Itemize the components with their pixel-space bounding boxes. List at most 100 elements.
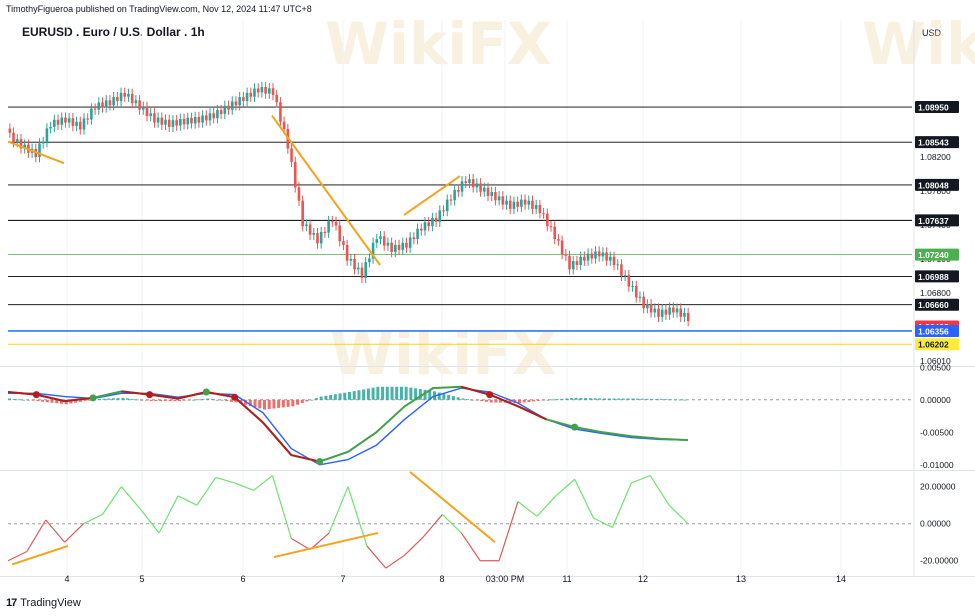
macd-histogram-bar	[603, 398, 606, 400]
macd-cross-marker	[202, 388, 210, 396]
candle-body	[60, 117, 64, 125]
candle-body	[583, 256, 586, 261]
trendline	[7, 140, 65, 165]
price-level-label: 1.08950	[918, 103, 949, 113]
oscillator-segment	[196, 477, 217, 506]
candle-body	[338, 225, 342, 242]
macd-histogram-bar	[159, 399, 163, 402]
candle-body	[334, 221, 338, 226]
candle-body	[145, 106, 149, 117]
candle-body	[586, 253, 590, 261]
macd-bear-segment	[489, 393, 519, 408]
macd-histogram-bar	[305, 399, 309, 402]
candle-body	[349, 258, 353, 261]
candle-body	[190, 117, 193, 124]
macd-tick-label: -0.01000	[920, 460, 954, 470]
candle-body	[175, 120, 178, 126]
macd-histogram-bar	[522, 399, 526, 403]
oscillator-segment	[536, 495, 557, 517]
macd-cross-marker	[146, 391, 154, 399]
macd-histogram-bar	[437, 392, 441, 400]
macd-histogram-bar	[376, 386, 380, 400]
macd-histogram-bar	[447, 394, 451, 400]
candle-body	[675, 308, 679, 313]
candle-body	[75, 121, 78, 127]
candle-body	[56, 119, 60, 125]
candle-body	[394, 244, 397, 253]
candle-body	[312, 233, 316, 235]
macd-histogram-bar	[45, 399, 49, 403]
price-tick-label: 1.07800	[920, 186, 951, 196]
macd-histogram-bar	[475, 399, 479, 401]
macd-histogram-bar	[584, 398, 588, 400]
macd-histogram-bar	[130, 398, 134, 400]
candle-body	[634, 285, 638, 298]
time-axis[interactable]: 4 5 6 7 8 03:00 PM 11 12 13 14	[64, 574, 846, 584]
candle-body	[245, 92, 249, 101]
macd-histogram-bar	[206, 398, 210, 400]
macd-histogram-bar	[489, 399, 493, 403]
macd-histogram-bar	[654, 399, 658, 400]
candle-body	[542, 213, 545, 215]
macd-histogram-bar	[588, 398, 592, 400]
price-level-badge	[915, 214, 959, 227]
candle-body	[141, 106, 145, 110]
macd-histogram-bar	[546, 399, 550, 401]
macd-histogram-bar	[69, 399, 73, 404]
macd-histogram-bar	[508, 399, 512, 403]
candle-body	[212, 113, 216, 119]
candle-body	[601, 252, 605, 257]
candle-body	[219, 110, 223, 114]
macd-histogram-bar	[258, 399, 262, 409]
macd-cross-marker	[89, 394, 97, 402]
candle-body	[609, 256, 612, 261]
price-level-badge	[915, 338, 959, 351]
candle-body	[612, 256, 616, 266]
oscillator-segment	[177, 495, 198, 506]
macd-bear-segment	[461, 385, 490, 396]
candle-body	[193, 116, 197, 124]
osc-tick-label: -20.00000	[920, 556, 959, 566]
candle-body	[486, 187, 490, 196]
oscillator-segment	[649, 475, 670, 506]
macd-histogram-bar	[626, 398, 630, 400]
macd-histogram-bar	[456, 397, 460, 400]
macd-histogram-bar	[286, 399, 290, 407]
macd-histogram-bar	[617, 398, 621, 400]
macd-histogram-bar	[314, 398, 318, 400]
candle-body	[38, 143, 41, 158]
candle-body	[557, 239, 560, 241]
macd-histogram-bar	[541, 399, 545, 401]
oscillator-segment	[611, 482, 632, 528]
macd-histogram-bar	[414, 388, 418, 400]
candle-body	[127, 93, 130, 97]
candle-body	[67, 118, 71, 123]
candle-body	[672, 307, 675, 313]
candle-body	[268, 88, 271, 94]
macd-histogram-bar	[102, 398, 106, 400]
macd-histogram-bar	[612, 398, 616, 400]
symbol-title[interactable]: EURUSD . Euro / U.S. Dollar . 1h	[22, 25, 205, 39]
macd-histogram-bar	[88, 399, 92, 401]
macd-histogram-bar	[59, 399, 63, 404]
oscillator-segment	[45, 519, 66, 543]
candle-body	[457, 189, 460, 192]
candle-body	[597, 251, 601, 257]
candle-body	[119, 92, 123, 101]
candle-body	[501, 196, 505, 205]
candle-body	[256, 88, 260, 93]
oscillator-segment	[83, 513, 103, 525]
time-tick-label: 14	[836, 574, 846, 584]
macd-histogram-bar	[442, 393, 446, 400]
candle-body	[553, 226, 557, 240]
candle-body	[90, 108, 93, 120]
candle-body	[305, 224, 308, 227]
candle-body	[116, 97, 119, 101]
oscillator-segment	[64, 523, 84, 543]
candle-body	[642, 296, 645, 309]
price-axis[interactable]: 1.082001.078001.074001.071001.068001.065…	[915, 101, 959, 566]
macd-histogram-bar	[428, 390, 432, 400]
candle-body	[308, 224, 312, 235]
oscillator-segment	[517, 501, 538, 517]
